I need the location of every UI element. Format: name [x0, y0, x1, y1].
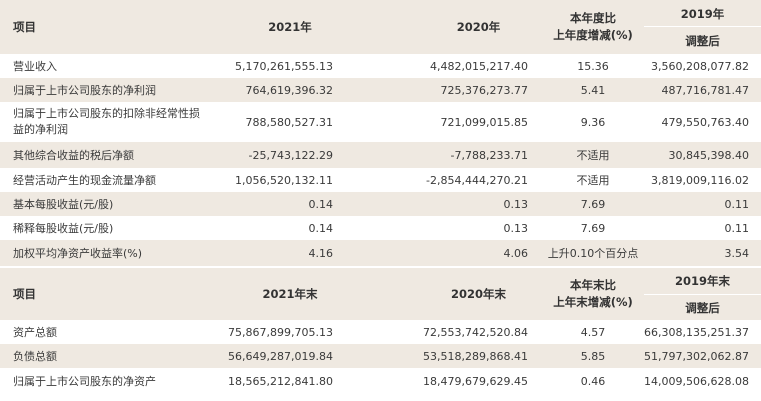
header-item: 项目	[13, 287, 36, 301]
value-change: 5.41	[580, 83, 606, 97]
value-change: 9.36	[580, 115, 606, 129]
header-2019-year: 2019年	[680, 6, 725, 21]
value-2021: 18,565,212,841.80	[228, 374, 333, 388]
row-label: 负债总额	[13, 350, 57, 363]
value-2020: 53,518,289,868.41	[423, 349, 528, 363]
table-row: 经营活动产生的现金流量净额 1,056,520,132.11 -2,854,44…	[0, 168, 761, 192]
header-item: 项目	[13, 20, 36, 34]
table-row: 负债总额 56,649,287,019.84 53,518,289,868.41…	[0, 344, 761, 368]
header-2019-year: 2019年末	[674, 274, 730, 288]
value-2021: 1,056,520,132.11	[235, 173, 333, 187]
header-change-line1: 本年末比	[570, 278, 616, 292]
header-change: 本年末比 上年末增减(%)	[542, 277, 644, 311]
value-change: 不适用	[576, 174, 610, 187]
value-change: 7.69	[580, 197, 606, 211]
value-2020: 4.06	[503, 246, 529, 260]
value-2021: 5,170,261,555.13	[235, 59, 333, 73]
value-2021: 788,580,527.31	[245, 115, 333, 129]
row-label: 营业收入	[13, 60, 57, 73]
header-change-line1: 本年度比	[570, 11, 616, 25]
value-2020: 0.13	[503, 221, 529, 235]
row-label: 其他综合收益的税后净额	[13, 149, 134, 162]
value-2019: 66,308,135,251.37	[644, 325, 749, 339]
value-2019: 51,797,302,062.87	[644, 349, 749, 363]
row-label: 归属于上市公司股东的扣除非经常性损益的净利润	[13, 107, 200, 136]
value-2019: 0.11	[724, 221, 750, 235]
value-2019: 30,845,398.40	[668, 148, 749, 162]
value-change: 4.57	[580, 325, 606, 339]
header-change-line2: 上年末增减(%)	[553, 295, 633, 309]
value-2020: 0.13	[503, 197, 529, 211]
value-2021: 4.16	[308, 246, 334, 260]
value-2019: 14,009,506,628.08	[644, 374, 749, 388]
table-row: 加权平均净资产收益率(%) 4.16 4.06 上升0.10个百分点 3.54	[0, 240, 761, 266]
value-2021: 764,619,396.32	[245, 83, 333, 97]
value-2021: 75,867,899,705.13	[228, 325, 333, 339]
header-2020: 2020年末	[450, 287, 506, 301]
row-label: 经营活动产生的现金流量净额	[13, 174, 156, 187]
table-row: 其他综合收益的税后净额 -25,743,122.29 -7,788,233.71…	[0, 142, 761, 168]
table-row: 归属于上市公司股东的净利润 764,619,396.32 725,376,273…	[0, 78, 761, 102]
value-2020: 725,376,273.77	[440, 83, 528, 97]
header-2019: 2019年 调整后	[644, 0, 761, 54]
table1-header: 项目 2021年 2020年 本年度比 上年度增减(%) 2019年 调整后	[0, 0, 761, 54]
value-2019: 0.11	[724, 197, 750, 211]
row-label: 加权平均净资产收益率(%)	[13, 247, 143, 260]
row-label: 归属于上市公司股东的净利润	[13, 84, 156, 97]
value-2020: 72,553,742,520.84	[423, 325, 528, 339]
table-row: 归属于上市公司股东的扣除非经常性损益的净利润 788,580,527.31 72…	[0, 102, 761, 142]
value-change: 上升0.10个百分点	[547, 247, 639, 260]
header-change: 本年度比 上年度增减(%)	[542, 10, 644, 44]
value-change: 15.36	[577, 59, 609, 73]
value-change: 5.85	[580, 349, 606, 363]
value-2021: 56,649,287,019.84	[228, 349, 333, 363]
table2-header: 项目 2021年末 2020年末 本年末比 上年末增减(%) 2019年末 调整…	[0, 268, 761, 320]
header-2021: 2021年末	[262, 287, 318, 301]
header-2019-adjusted: 调整后	[644, 26, 761, 54]
value-change: 不适用	[576, 149, 610, 162]
value-2019: 3,819,009,116.02	[651, 173, 749, 187]
value-change: 0.46	[580, 374, 606, 388]
value-2019: 3.54	[724, 246, 750, 260]
row-label: 稀释每股收益(元/股)	[13, 222, 114, 235]
value-2019: 3,560,208,077.82	[651, 59, 749, 73]
value-2019: 479,550,763.40	[661, 115, 749, 129]
value-2021: 0.14	[308, 197, 334, 211]
header-2019-adjusted: 调整后	[644, 294, 761, 320]
value-2020: 721,099,015.85	[440, 115, 528, 129]
header-2021: 2021年	[268, 20, 312, 34]
row-label: 基本每股收益(元/股)	[13, 198, 114, 211]
row-label: 资产总额	[13, 326, 57, 339]
value-2020: 18,479,679,629.45	[423, 374, 528, 388]
header-change-line2: 上年度增减(%)	[553, 28, 633, 42]
value-2021: 0.14	[308, 221, 334, 235]
header-2019: 2019年末 调整后	[644, 268, 761, 320]
value-2019: 487,716,781.47	[661, 83, 749, 97]
table-row: 归属于上市公司股东的净资产 18,565,212,841.80 18,479,6…	[0, 368, 761, 394]
table-row: 资产总额 75,867,899,705.13 72,553,742,520.84…	[0, 320, 761, 344]
value-2021: -25,743,122.29	[248, 148, 333, 162]
row-label: 归属于上市公司股东的净资产	[13, 375, 156, 388]
table-row: 稀释每股收益(元/股) 0.14 0.13 7.69 0.11	[0, 216, 761, 240]
header-2020: 2020年	[456, 20, 501, 34]
value-change: 7.69	[580, 221, 606, 235]
table-row: 基本每股收益(元/股) 0.14 0.13 7.69 0.11	[0, 192, 761, 216]
table-row: 营业收入 5,170,261,555.13 4,482,015,217.40 1…	[0, 54, 761, 78]
value-2020: 4,482,015,217.40	[430, 59, 528, 73]
value-2020: -2,854,444,270.21	[426, 173, 528, 187]
value-2020: -7,788,233.71	[450, 148, 528, 162]
